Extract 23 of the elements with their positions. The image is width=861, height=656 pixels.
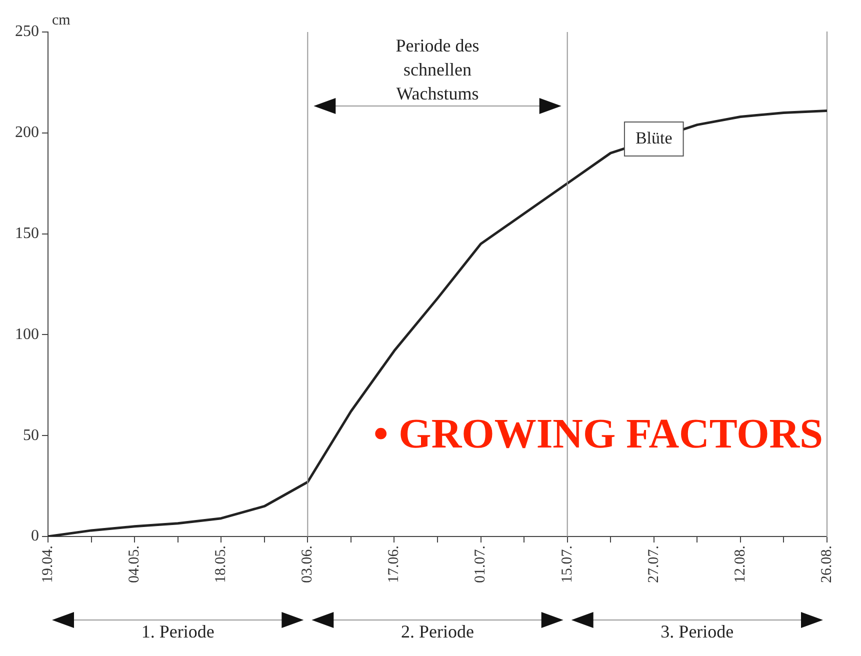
x-tick-label: 26.08.	[818, 546, 835, 583]
y-axis-title: cm	[52, 12, 71, 28]
x-tick-label: 03.06.	[300, 546, 316, 583]
x-tick-label: 27.07.	[646, 546, 662, 583]
x-tick-label: 18.05.	[213, 546, 230, 583]
text: 1. Periode	[141, 622, 214, 642]
x-tick-label: 01.07.	[472, 546, 489, 583]
annotation: • GROWING FACTORS	[373, 411, 823, 458]
x-tick-label: 19.04.	[40, 546, 56, 583]
text: 3. Periode	[660, 622, 734, 642]
y-tick-label: 150	[15, 225, 39, 242]
y-tick-label: 0	[31, 528, 39, 545]
y-tick-label: 250	[15, 23, 39, 40]
x-tick-label: 04.05.	[126, 546, 142, 583]
annotation: Blüte	[635, 128, 672, 148]
y-tick-label: 200	[15, 124, 39, 142]
x-tick-label: 12.08.	[732, 546, 748, 583]
annotation: Periode des schnellen Wachstums	[396, 36, 480, 104]
y-tick-label: 50	[23, 426, 39, 444]
x-tick-label: 15.07.	[559, 546, 576, 583]
y-tick-label: 100	[15, 326, 39, 343]
text: 2. Periode	[401, 622, 474, 642]
x-tick-label: 17.06.	[386, 546, 402, 583]
